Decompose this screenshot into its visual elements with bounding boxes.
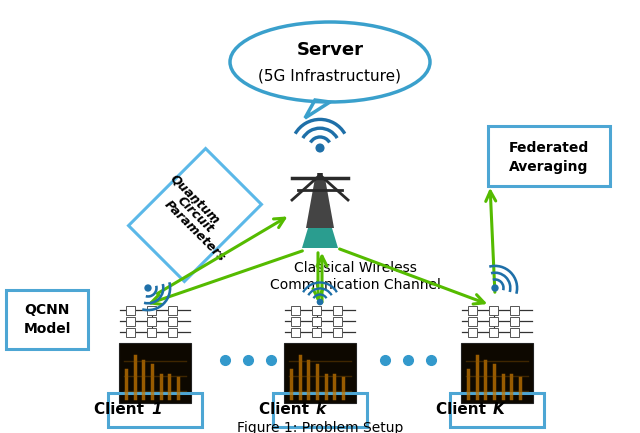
Text: Circuit: Circuit <box>174 194 216 236</box>
FancyBboxPatch shape <box>468 306 477 315</box>
FancyBboxPatch shape <box>333 317 342 326</box>
Text: Model: Model <box>23 323 70 336</box>
FancyBboxPatch shape <box>126 306 135 315</box>
Text: K: K <box>493 403 505 417</box>
FancyBboxPatch shape <box>468 317 477 326</box>
Polygon shape <box>306 178 334 228</box>
Text: (5G Infrastructure): (5G Infrastructure) <box>259 68 401 84</box>
FancyBboxPatch shape <box>291 317 300 326</box>
FancyBboxPatch shape <box>333 328 342 336</box>
FancyBboxPatch shape <box>168 317 177 326</box>
FancyBboxPatch shape <box>461 343 533 403</box>
Text: Classical Wireless: Classical Wireless <box>294 261 417 275</box>
Circle shape <box>317 299 323 305</box>
FancyBboxPatch shape <box>510 317 519 326</box>
Text: Parameters: Parameters <box>162 198 228 264</box>
FancyBboxPatch shape <box>489 306 498 315</box>
FancyBboxPatch shape <box>333 306 342 315</box>
Text: Server: Server <box>296 41 364 59</box>
FancyBboxPatch shape <box>147 328 156 336</box>
Text: 1: 1 <box>151 403 162 417</box>
FancyBboxPatch shape <box>312 317 321 326</box>
Text: Figure 1: Problem Setup: Figure 1: Problem Setup <box>237 421 403 433</box>
Text: Communication Channel: Communication Channel <box>269 278 440 292</box>
Text: Client: Client <box>93 403 149 417</box>
FancyBboxPatch shape <box>489 328 498 336</box>
FancyBboxPatch shape <box>284 343 356 403</box>
Text: Federated: Federated <box>509 141 589 155</box>
Text: Client: Client <box>259 403 314 417</box>
FancyBboxPatch shape <box>489 317 498 326</box>
FancyBboxPatch shape <box>119 343 191 403</box>
Text: QCNN: QCNN <box>24 303 70 317</box>
Circle shape <box>145 285 151 291</box>
FancyBboxPatch shape <box>510 306 519 315</box>
Text: Quantum: Quantum <box>168 171 223 226</box>
Polygon shape <box>302 228 338 248</box>
Circle shape <box>492 285 498 291</box>
FancyBboxPatch shape <box>312 328 321 336</box>
FancyBboxPatch shape <box>126 317 135 326</box>
FancyBboxPatch shape <box>468 328 477 336</box>
FancyBboxPatch shape <box>291 306 300 315</box>
Text: Client: Client <box>436 403 491 417</box>
FancyBboxPatch shape <box>126 328 135 336</box>
FancyBboxPatch shape <box>168 306 177 315</box>
FancyBboxPatch shape <box>147 306 156 315</box>
FancyBboxPatch shape <box>147 317 156 326</box>
Text: k: k <box>316 403 326 417</box>
FancyBboxPatch shape <box>291 328 300 336</box>
FancyBboxPatch shape <box>510 328 519 336</box>
Text: Averaging: Averaging <box>509 160 589 174</box>
FancyBboxPatch shape <box>312 306 321 315</box>
Circle shape <box>316 144 324 152</box>
FancyBboxPatch shape <box>168 328 177 336</box>
